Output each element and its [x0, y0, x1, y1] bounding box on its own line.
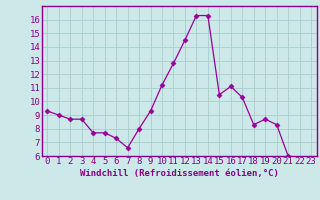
X-axis label: Windchill (Refroidissement éolien,°C): Windchill (Refroidissement éolien,°C)	[80, 169, 279, 178]
